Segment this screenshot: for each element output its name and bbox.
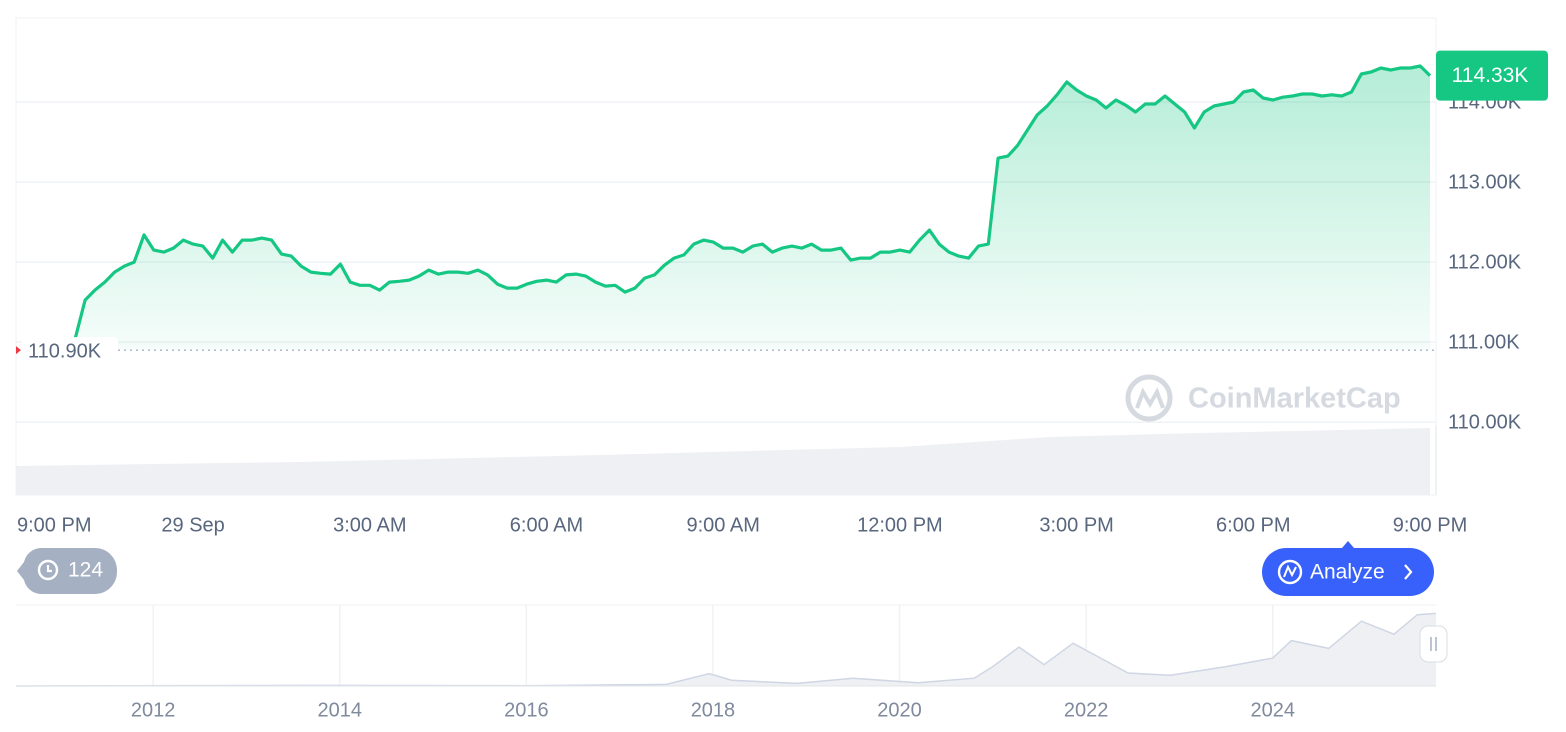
watermark-text: CoinMarketCap [1188,383,1401,415]
button-icon [1277,559,1303,585]
button-bg[interactable] [1262,548,1434,596]
volume-strip [16,428,1430,495]
x-tick-label: 2024 [1250,699,1295,721]
x-tick-label: 3:00 PM [1039,514,1113,536]
button-pointer [1342,541,1354,548]
y-tick-label: 111.00K [1448,331,1520,353]
price-chart: 110.00K111.00K112.00K113.00K114.00K9:00 … [15,17,1548,536]
y-tick-label: 113.00K [1448,171,1522,193]
history-count: 124 [68,559,103,582]
x-tick-label: 2022 [1064,699,1109,721]
history-badge: 124 [17,548,117,594]
button-label[interactable]: Analyze [1310,561,1385,584]
x-tick-label: 9:00 PM [1393,514,1467,536]
y-tick-label: 112.00K [1448,251,1522,273]
x-tick-label: 2014 [317,699,362,721]
handle[interactable] [1419,625,1448,663]
x-tick-label: 6:00 PM [1216,514,1290,536]
history-line [15,612,1437,687]
analyze-button[interactable]: Analyze [1262,541,1434,596]
current-price-label: 114.33K [1452,64,1529,87]
reference-label: 110.90K [28,340,102,362]
history-area [16,613,1436,686]
current-price-tag [1436,50,1548,101]
price-line [73,64,1432,339]
button-icon-mark [1283,564,1297,578]
watermark: CoinMarketCap [1125,374,1401,422]
x-tick-label: 3:00 AM [333,514,406,536]
x-tick-label: 12:00 PM [857,514,943,536]
watermark-logo [1125,374,1173,422]
reference-marker [16,346,21,355]
x-tick-label: 29 Sep [161,514,224,536]
overview-chart: 2012 2014 2016 2018 2020 2022 2024 [15,604,1437,721]
x-tick-label: 2018 [691,699,736,721]
range-handle[interactable] [1419,625,1448,663]
reference-label-bg [22,337,118,364]
chevron [1404,564,1413,580]
x-tick-label: 6:00 AM [510,514,583,536]
x-tick-label: 2016 [504,699,549,721]
x-tick-label: 2012 [131,699,176,721]
clock-hands [46,565,52,573]
x-tick-label: 9:00 AM [687,514,760,536]
badge-bg [17,548,117,594]
y-tick-label: 110.00K [1448,411,1522,433]
x-tick-label: 9:00 PM [17,514,91,536]
watermark-logo-mark [1135,387,1165,409]
x-tick-label: 2020 [877,699,922,721]
clock-icon [37,559,59,581]
